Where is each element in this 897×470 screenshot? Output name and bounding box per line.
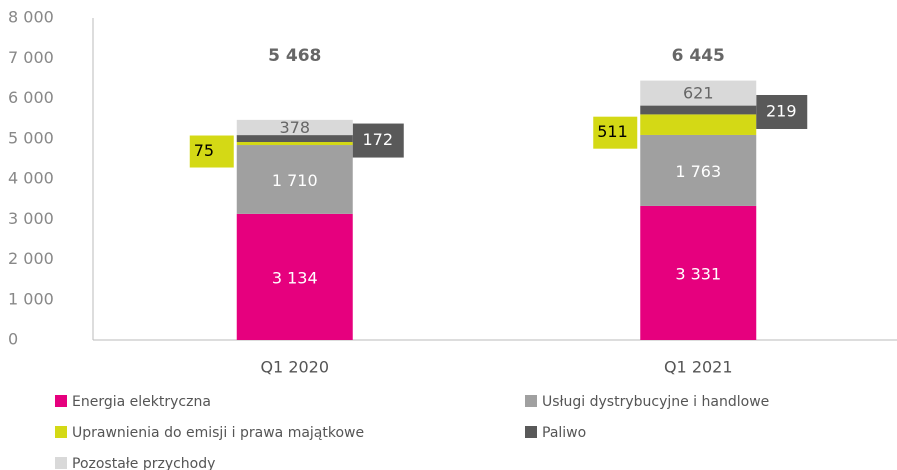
legend-label: Pozostałe przychody xyxy=(72,456,215,470)
value-label: 1 710 xyxy=(272,171,318,190)
legend-label: Paliwo xyxy=(542,425,586,441)
legend-swatch xyxy=(55,457,67,469)
label-box xyxy=(756,94,808,129)
bar-segment xyxy=(236,142,353,146)
y-tick-label: 7 000 xyxy=(8,48,54,67)
bar-segment xyxy=(640,205,757,340)
bar-segment xyxy=(640,80,757,106)
y-tick-label: 8 000 xyxy=(8,8,54,27)
value-label: 511 xyxy=(597,122,628,141)
value-label: 172 xyxy=(362,130,393,149)
y-tick-label: 1 000 xyxy=(8,289,54,308)
legend-swatch xyxy=(55,426,67,438)
y-tick-label: 4 000 xyxy=(8,169,54,188)
label-box xyxy=(593,116,638,149)
label-box xyxy=(189,135,234,168)
label-box xyxy=(352,123,404,158)
legend-label: Uprawnienia do emisji i prawa majątkowe xyxy=(72,425,364,441)
value-label: 3 331 xyxy=(675,264,721,283)
legend-swatch xyxy=(525,395,537,407)
total-label: 5 468 xyxy=(268,46,321,66)
legend-swatch xyxy=(525,426,537,438)
total-label: 6 445 xyxy=(672,46,725,66)
value-label: 621 xyxy=(683,84,714,103)
bar-segment xyxy=(236,119,353,136)
y-tick-label: 2 000 xyxy=(8,249,54,268)
legend-label: Energia elektryczna xyxy=(72,394,211,410)
bar-segment xyxy=(236,213,353,340)
x-tick-label: Q1 2020 xyxy=(260,358,329,377)
x-tick-label: Q1 2021 xyxy=(664,358,733,377)
y-tick-label: 3 000 xyxy=(8,209,54,228)
value-label: 1 763 xyxy=(675,162,721,181)
y-tick-label: 0 xyxy=(8,330,18,349)
value-label: 378 xyxy=(279,118,310,137)
y-tick-label: 5 000 xyxy=(8,128,54,147)
bar-segment xyxy=(640,114,757,135)
value-label: 219 xyxy=(766,101,797,120)
legend-label: Usługi dystrybucyjne i handlowe xyxy=(542,394,769,410)
y-tick-label: 6 000 xyxy=(8,88,54,107)
legend-swatch xyxy=(55,395,67,407)
bar-segment xyxy=(236,135,353,143)
value-label: 75 xyxy=(194,141,214,160)
bar-segment xyxy=(640,105,757,115)
bar-segment xyxy=(640,134,757,206)
value-label: 3 134 xyxy=(272,268,318,287)
bar-segment xyxy=(236,145,353,214)
